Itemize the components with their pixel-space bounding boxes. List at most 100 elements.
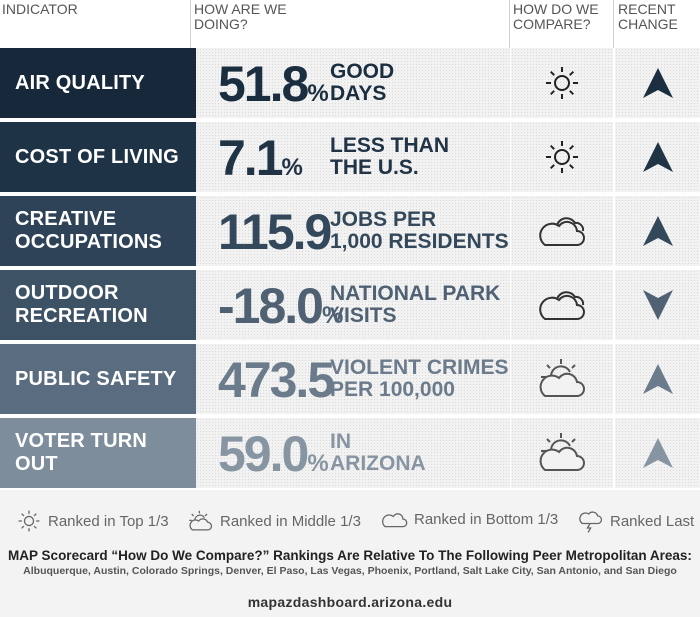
change-cell — [615, 418, 700, 488]
legend-top-label: Ranked in Top 1/3 — [48, 512, 169, 530]
description-line-1: LESS THAN — [330, 134, 450, 157]
description-line-2: VISITS — [330, 304, 397, 327]
compare-cell — [511, 48, 613, 118]
up-arrow-icon — [641, 140, 675, 174]
indicator-description: JOBS PER 1,000 RESIDENTS — [330, 209, 509, 253]
table-header: INDICATOR HOW ARE WE DOING? HOW DO WE CO… — [0, 0, 700, 48]
indicator-value: -18.0% — [218, 278, 343, 344]
description-line-1: IN — [330, 430, 351, 453]
description-line-2: ARIZONA — [330, 452, 426, 475]
compare-cell — [511, 196, 613, 266]
compare-cell — [511, 418, 613, 488]
value-cell: 7.1% LESS THAN THE U.S. — [196, 122, 510, 192]
indicator-row: OUTDOOR RECREATION -18.0% NATIONAL PARK VISI… — [0, 270, 700, 340]
change-cell — [615, 196, 700, 266]
indicator-value: 51.8% — [218, 56, 329, 122]
indicator-label-text: AIR QUALITY — [15, 71, 145, 94]
indicator-label-text: OUTDOOR RECREATION — [15, 282, 148, 327]
dashboard-url[interactable]: mapazdashboard.arizona.edu — [247, 594, 453, 610]
indicator-label: PUBLIC SAFETY — [0, 344, 210, 414]
legend-bottom-label: Ranked in Bottom 1/3 — [414, 510, 559, 528]
header-divider — [190, 0, 191, 48]
value-unit: % — [321, 302, 344, 329]
indicator-row: AIR QUALITY 51.8% GOOD DAYS — [0, 48, 700, 118]
footer: Ranked in Top 1/3 Ranked in Middle 1/3 R… — [0, 490, 700, 617]
header-change: RECENT CHANGE — [618, 1, 678, 32]
indicator-row: PUBLIC SAFETY 473.5 VIOLENT CRIMES PER 100,… — [0, 344, 700, 414]
value-cell: 59.0% IN ARIZONA — [196, 418, 510, 488]
legend: Ranked in Top 1/3 Ranked in Middle 1/3 R… — [0, 508, 700, 538]
value-number: 115.9 — [218, 204, 332, 260]
header-divider — [509, 0, 510, 48]
storm-cloud-icon — [579, 511, 603, 533]
value-number: 51.8 — [218, 56, 309, 112]
legend-last: Ranked Last — [576, 508, 694, 534]
sun-cloud-icon — [535, 356, 589, 402]
indicator-value: 473.5 — [218, 352, 335, 408]
description-line-2: 1,000 RESIDENTS — [330, 230, 509, 253]
value-number: -18.0 — [218, 278, 324, 334]
cloud-icon — [535, 285, 589, 325]
indicator-row: COST OF LIVING 7.1% LESS THAN THE U.S. — [0, 122, 700, 192]
sun-icon — [18, 510, 40, 532]
value-cell: 51.8% GOOD DAYS — [196, 48, 510, 118]
header-indicator: INDICATOR — [2, 1, 78, 17]
sun-cloud-icon — [535, 430, 589, 476]
indicator-description: VIOLENT CRIMES PER 100,000 — [330, 357, 509, 401]
legend-middle: Ranked in Middle 1/3 — [186, 508, 361, 534]
description-line-2: THE U.S. — [330, 156, 419, 179]
change-cell — [615, 344, 700, 414]
indicator-label: OUTDOOR RECREATION — [0, 270, 210, 340]
cloud-icon — [535, 211, 589, 251]
header-divider — [613, 0, 614, 48]
value-number: 59.0 — [218, 426, 309, 482]
indicator-value: 7.1% — [218, 130, 303, 196]
description-line-1: JOBS PER — [330, 208, 437, 231]
indicator-description: IN ARIZONA — [330, 431, 426, 475]
compare-cell — [511, 122, 613, 192]
description-line-1: GOOD — [330, 60, 395, 83]
compare-cell — [511, 344, 613, 414]
value-number: 473.5 — [218, 352, 335, 408]
indicator-description: LESS THAN THE U.S. — [330, 135, 449, 179]
legend-last-label: Ranked Last — [610, 512, 695, 530]
indicator-label: COST OF LIVING — [0, 122, 210, 192]
description-line-2: DAYS — [330, 82, 387, 105]
indicator-value: 59.0% — [218, 426, 329, 492]
legend-middle-label: Ranked in Middle 1/3 — [220, 512, 361, 530]
indicator-label: CREATIVE OCCUPATIONS — [0, 196, 210, 266]
value-cell: 473.5 VIOLENT CRIMES PER 100,000 — [196, 344, 510, 414]
up-arrow-icon — [641, 362, 675, 396]
indicator-value: 115.9 — [218, 204, 332, 260]
indicator-label: VOTER TURN OUT — [0, 418, 210, 488]
indicator-label: AIR QUALITY — [0, 48, 210, 118]
header-compare: HOW DO WE COMPARE? — [513, 1, 599, 32]
up-arrow-icon — [641, 214, 675, 248]
description-line-1: NATIONAL PARK — [330, 282, 501, 305]
indicator-label-text: VOTER TURN OUT — [15, 430, 147, 475]
up-arrow-icon — [641, 66, 675, 100]
indicator-label-text: PUBLIC SAFETY — [15, 367, 177, 390]
sun-icon — [542, 63, 582, 103]
value-number: 7.1 — [218, 130, 284, 186]
indicator-label-text: COST OF LIVING — [15, 145, 179, 168]
legend-bottom: Ranked in Bottom 1/3 — [380, 508, 558, 530]
sun-cloud-icon — [189, 510, 213, 531]
description-line-1: VIOLENT CRIMES — [330, 356, 509, 379]
legend-top: Ranked in Top 1/3 — [16, 508, 169, 534]
indicator-label-text: CREATIVE OCCUPATIONS — [15, 208, 163, 253]
indicator-row: CREATIVE OCCUPATIONS 115.9 JOBS PER 1,000 RE… — [0, 196, 700, 266]
header-doing: HOW ARE WE DOING? — [194, 1, 287, 32]
value-unit: % — [281, 154, 303, 181]
value-cell: 115.9 JOBS PER 1,000 RESIDENTS — [196, 196, 510, 266]
value-unit: % — [307, 80, 329, 107]
value-unit: % — [307, 450, 329, 477]
compare-cell — [511, 270, 613, 340]
up-arrow-icon — [641, 436, 675, 470]
down-arrow-icon — [641, 288, 675, 322]
indicator-description: GOOD DAYS — [330, 61, 394, 105]
peer-note-title: MAP Scorecard “How Do We Compare?” Ranki… — [8, 548, 692, 563]
peer-note-cities: Albuquerque, Austin, Colorado Springs, D… — [23, 565, 677, 577]
change-cell — [615, 48, 700, 118]
value-cell: -18.0% NATIONAL PARK VISITS — [196, 270, 510, 340]
